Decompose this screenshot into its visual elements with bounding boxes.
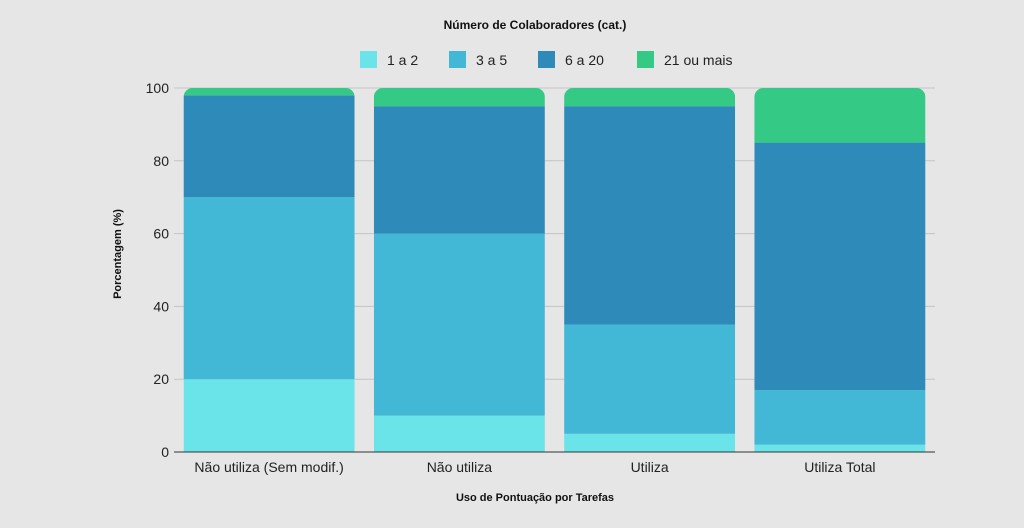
bar-segment xyxy=(373,88,545,107)
legend-swatch xyxy=(637,51,654,68)
bar-stack xyxy=(754,88,926,452)
chart-title: Número de Colaboradores (cat.) xyxy=(444,18,627,32)
legend-label: 6 a 20 xyxy=(565,52,604,68)
bar-segment xyxy=(564,324,736,434)
legend-swatch xyxy=(360,51,377,68)
y-tick-label: 0 xyxy=(161,444,169,460)
bar-segment xyxy=(564,106,736,325)
bar-segment xyxy=(183,379,355,452)
x-tick-label: Utiliza Total xyxy=(804,459,875,475)
bar-segment xyxy=(183,88,355,96)
y-tick-label: 100 xyxy=(146,80,170,96)
x-axis-label: Uso de Pontuação por Tarefas xyxy=(456,492,614,504)
bar-stack xyxy=(373,88,545,452)
x-tick-label: Não utiliza xyxy=(427,459,493,475)
x-tick-label: Não utiliza (Sem modif.) xyxy=(194,459,343,475)
y-tick-label: 20 xyxy=(153,371,169,387)
bar-segment xyxy=(373,415,545,452)
bar-segment xyxy=(373,233,545,416)
legend-label: 21 ou mais xyxy=(664,52,732,68)
y-axis-ticks: 0 20 40 60 80 100 xyxy=(146,80,170,460)
bar-segment xyxy=(373,106,545,234)
bar-segment xyxy=(754,390,926,445)
bar-segment xyxy=(754,142,926,391)
legend-swatch xyxy=(449,51,466,68)
bar-segment xyxy=(564,88,736,107)
x-tick-label: Utiliza xyxy=(631,459,669,475)
bar-stack xyxy=(564,88,736,452)
bar-segment xyxy=(754,444,926,452)
y-axis-label: Porcentagem (%) xyxy=(112,209,124,299)
bar-segment xyxy=(754,88,926,143)
bar-segment xyxy=(183,197,355,380)
bar-stack xyxy=(183,88,355,452)
legend-label: 3 a 5 xyxy=(476,52,507,68)
y-tick-label: 80 xyxy=(153,153,169,169)
legend-label: 1 a 2 xyxy=(387,52,418,68)
bar-segment xyxy=(183,95,355,198)
y-tick-label: 40 xyxy=(153,298,169,314)
bars xyxy=(183,88,926,452)
legend-swatch xyxy=(538,51,555,68)
legend: 1 a 2 3 a 5 6 a 20 21 ou mais xyxy=(360,51,732,68)
x-axis-ticks: Não utiliza (Sem modif.) Não utiliza Utili… xyxy=(194,459,875,475)
y-tick-label: 60 xyxy=(153,226,169,242)
bar-segment xyxy=(564,433,736,452)
